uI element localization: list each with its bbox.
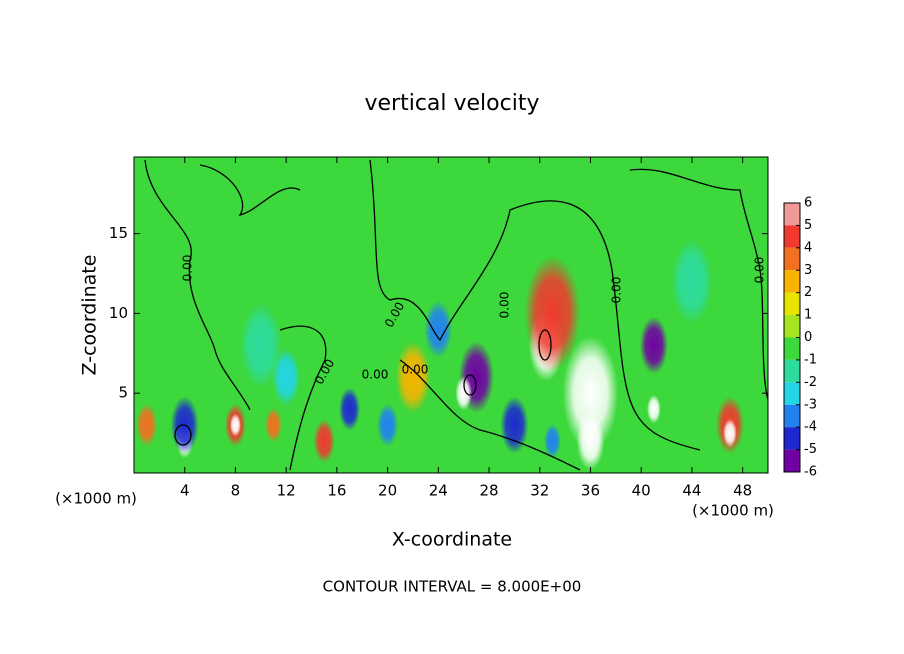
colorbar-label: 4 — [804, 240, 812, 255]
field-cell — [424, 300, 453, 359]
colorbar-segment — [784, 359, 800, 383]
x-tick-label: 8 — [231, 482, 241, 500]
y-tick-label: 5 — [118, 384, 128, 402]
contour-label: 0.00 — [498, 292, 512, 319]
colorbar-segment — [784, 225, 800, 248]
field-cell — [239, 302, 282, 389]
field-cell — [639, 316, 668, 375]
field-cell — [576, 412, 605, 470]
chart-title: vertical velocity — [364, 91, 539, 116]
x-tick-label: 12 — [277, 482, 296, 500]
contour-line — [369, 159, 701, 451]
field-cell — [313, 419, 335, 463]
colorbar-segment — [784, 404, 800, 428]
y-axis-label: Z-coordinate — [79, 255, 101, 376]
field-cell — [646, 394, 661, 424]
colorbar-segment — [784, 292, 800, 316]
colorbar-segment — [784, 427, 800, 450]
field-cell — [455, 375, 473, 411]
field-cell — [395, 341, 431, 414]
colorbar-label: -6 — [804, 465, 817, 480]
colorbar-label: 0 — [804, 330, 812, 345]
y-unit: (×1000 m) — [55, 490, 137, 508]
field-cell — [229, 413, 242, 437]
x-tick-label: 44 — [682, 482, 701, 500]
contour-line — [399, 359, 581, 471]
field-cell — [500, 396, 529, 454]
contour-line — [629, 168, 768, 401]
x-tick-label: 16 — [327, 482, 346, 500]
colorbar-segment — [784, 247, 800, 271]
colorbar-segment — [784, 449, 800, 472]
plot-frame — [133, 156, 769, 474]
contour-line — [199, 164, 301, 217]
field-cell — [339, 387, 361, 431]
footer: CONTOUR INTERVAL = 8.000E+00 — [323, 578, 582, 596]
colorbar-label: -2 — [804, 375, 817, 390]
field-cell — [544, 423, 561, 459]
contour-label: 0.00 — [753, 257, 767, 284]
x-axis-label: X-coordinate — [392, 529, 512, 551]
colorbar-label: 3 — [804, 263, 812, 278]
colorbar-label: -5 — [804, 442, 817, 457]
contour-label: 0.00 — [181, 255, 195, 282]
x-unit: (×1000 m) — [692, 502, 774, 520]
colorbar-segment — [784, 315, 800, 338]
field-cell — [722, 418, 737, 448]
colorbar-label: 1 — [804, 308, 812, 323]
x-tick-label: 36 — [581, 482, 600, 500]
colorbar-label: 6 — [804, 196, 812, 211]
x-tick-label: 32 — [530, 482, 549, 500]
colorbar-segment — [784, 203, 800, 226]
field-cell — [136, 403, 158, 447]
x-tick-label: 40 — [632, 482, 651, 500]
contour-line — [174, 424, 192, 446]
colorbar-segment — [784, 270, 800, 293]
field — [136, 238, 744, 470]
y-tick-label: 15 — [109, 224, 128, 242]
contours — [144, 159, 768, 471]
colorbar-segment — [784, 382, 800, 405]
colorbar-label: 5 — [804, 218, 812, 233]
x-tick-label: 4 — [180, 482, 190, 500]
colorbar-segment — [784, 337, 800, 360]
colorbar-label: 2 — [804, 285, 812, 300]
contour-line — [538, 329, 552, 361]
colorbar-label: -3 — [804, 397, 817, 412]
colorbar-label: -4 — [804, 420, 817, 435]
contour-label: 0.00 — [402, 363, 429, 377]
x-tick-label: 48 — [733, 482, 752, 500]
contour-label: 0.00 — [610, 277, 624, 304]
x-tick-label: 24 — [429, 482, 448, 500]
field-cell — [265, 407, 282, 443]
contour-label: 0.00 — [362, 368, 389, 382]
field-cell — [562, 335, 619, 451]
field-cell — [670, 238, 713, 325]
field-cell — [377, 403, 399, 447]
contour-line — [463, 374, 477, 396]
y-tick-label: 10 — [109, 304, 128, 322]
x-tick-label: 20 — [378, 482, 397, 500]
contour-line — [144, 159, 251, 411]
contour-line — [279, 325, 327, 471]
colorbar-label: -1 — [804, 352, 817, 367]
x-tick-label: 28 — [479, 482, 498, 500]
